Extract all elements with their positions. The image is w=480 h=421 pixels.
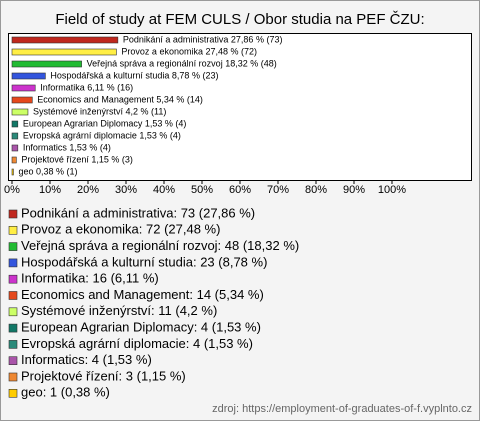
bar-label: European Agrarian Diplomacy 1,53 % (4) bbox=[23, 118, 187, 128]
legend-label: Podnikání a administrativa: 73 (27,86 %) bbox=[21, 205, 255, 220]
bar-label: geo 0,38 % (1) bbox=[18, 166, 77, 176]
plot-frame bbox=[8, 33, 472, 181]
x-tick-label: 100% bbox=[378, 184, 406, 196]
bar-label: Informatics 1,53 % (4) bbox=[23, 142, 111, 152]
legend-swatch bbox=[8, 372, 18, 382]
x-tick-label: 60% bbox=[229, 184, 251, 196]
legend-swatch bbox=[8, 274, 18, 284]
bar-label: Podnikání a administrativa 27,86 % (73) bbox=[123, 34, 283, 44]
legend-swatch bbox=[8, 340, 18, 349]
legend-swatch bbox=[8, 209, 18, 219]
legend-label: Economics and Management: 14 (5,34 %) bbox=[21, 287, 264, 302]
bar bbox=[11, 60, 82, 68]
bar-label: Veřejná správa a regionální rozvoj 18,32… bbox=[87, 58, 277, 68]
x-tick-label: 70% bbox=[267, 184, 289, 196]
legend-swatch bbox=[8, 242, 18, 251]
x-tick-label: 40% bbox=[153, 184, 175, 196]
bar-label: Systémové inženýrství 4,2 % (11) bbox=[33, 106, 166, 116]
bar bbox=[11, 144, 19, 152]
bar bbox=[11, 72, 46, 80]
x-tick-label: 90% bbox=[343, 184, 365, 196]
bar-label: Projektové řízení 1,15 % (3) bbox=[21, 154, 133, 164]
legend-label: Informatika: 16 (6,11 %) bbox=[21, 271, 159, 286]
x-tick-label: 80% bbox=[305, 184, 327, 196]
bar bbox=[11, 120, 19, 128]
bar-label: Hospodářská a kulturní studia 8,78 % (23… bbox=[50, 70, 218, 80]
bar-label: Evropská agrární diplomacie 1,53 % (4) bbox=[23, 130, 181, 140]
legend-swatch bbox=[8, 226, 18, 235]
legend-swatch bbox=[8, 388, 18, 398]
legend-swatch bbox=[8, 356, 18, 366]
x-tick-label: 30% bbox=[115, 184, 137, 196]
x-tick-label: 0% bbox=[4, 184, 20, 196]
bar bbox=[11, 108, 29, 116]
bar bbox=[11, 84, 36, 92]
bar bbox=[11, 96, 33, 104]
bar bbox=[11, 132, 19, 140]
x-tick-label: 50% bbox=[191, 184, 213, 196]
legend-label: Projektové řízení: 3 (1,15 %) bbox=[21, 368, 186, 383]
x-tick-label: 20% bbox=[77, 184, 99, 196]
legend-swatch bbox=[8, 323, 18, 333]
bar bbox=[11, 36, 119, 44]
legend-label: Systémové inženýrství: 11 (4,2 %) bbox=[21, 303, 217, 318]
legend-label: Veřejná správa a regionální rozvoj: 48 (… bbox=[21, 238, 299, 253]
legend-label: Informatics: 4 (1,53 %) bbox=[21, 352, 152, 367]
legend-label: Provoz a ekonomika: 72 (27,48 %) bbox=[21, 222, 220, 237]
legend-label: Hospodářská a kulturní studia: 23 (8,78 … bbox=[21, 254, 267, 269]
legend-swatch bbox=[8, 291, 18, 300]
legend-label: European Agrarian Diplomacy: 4 (1,53 %) bbox=[21, 320, 261, 335]
chart-title: Field of study at FEM CULS / Obor studia… bbox=[55, 11, 424, 28]
legend-swatch bbox=[8, 258, 18, 268]
bar-label: Informatika 6,11 % (16) bbox=[40, 82, 133, 92]
legend-label: Evropská agrární diplomacie: 4 (1,53 %) bbox=[21, 336, 253, 351]
x-tick-label: 10% bbox=[39, 184, 61, 196]
bar-label: Economics and Management 5,34 % (14) bbox=[37, 94, 203, 104]
legend-swatch bbox=[8, 307, 18, 317]
bar bbox=[11, 156, 17, 164]
bar bbox=[11, 48, 117, 56]
bar bbox=[11, 168, 14, 176]
bar-label: Provoz a ekonomika 27,48 % (72) bbox=[121, 46, 257, 56]
legend-label: geo: 1 (0,38 %) bbox=[21, 385, 110, 400]
source: zdroj: https://employment-of-graduates-o… bbox=[212, 403, 472, 415]
